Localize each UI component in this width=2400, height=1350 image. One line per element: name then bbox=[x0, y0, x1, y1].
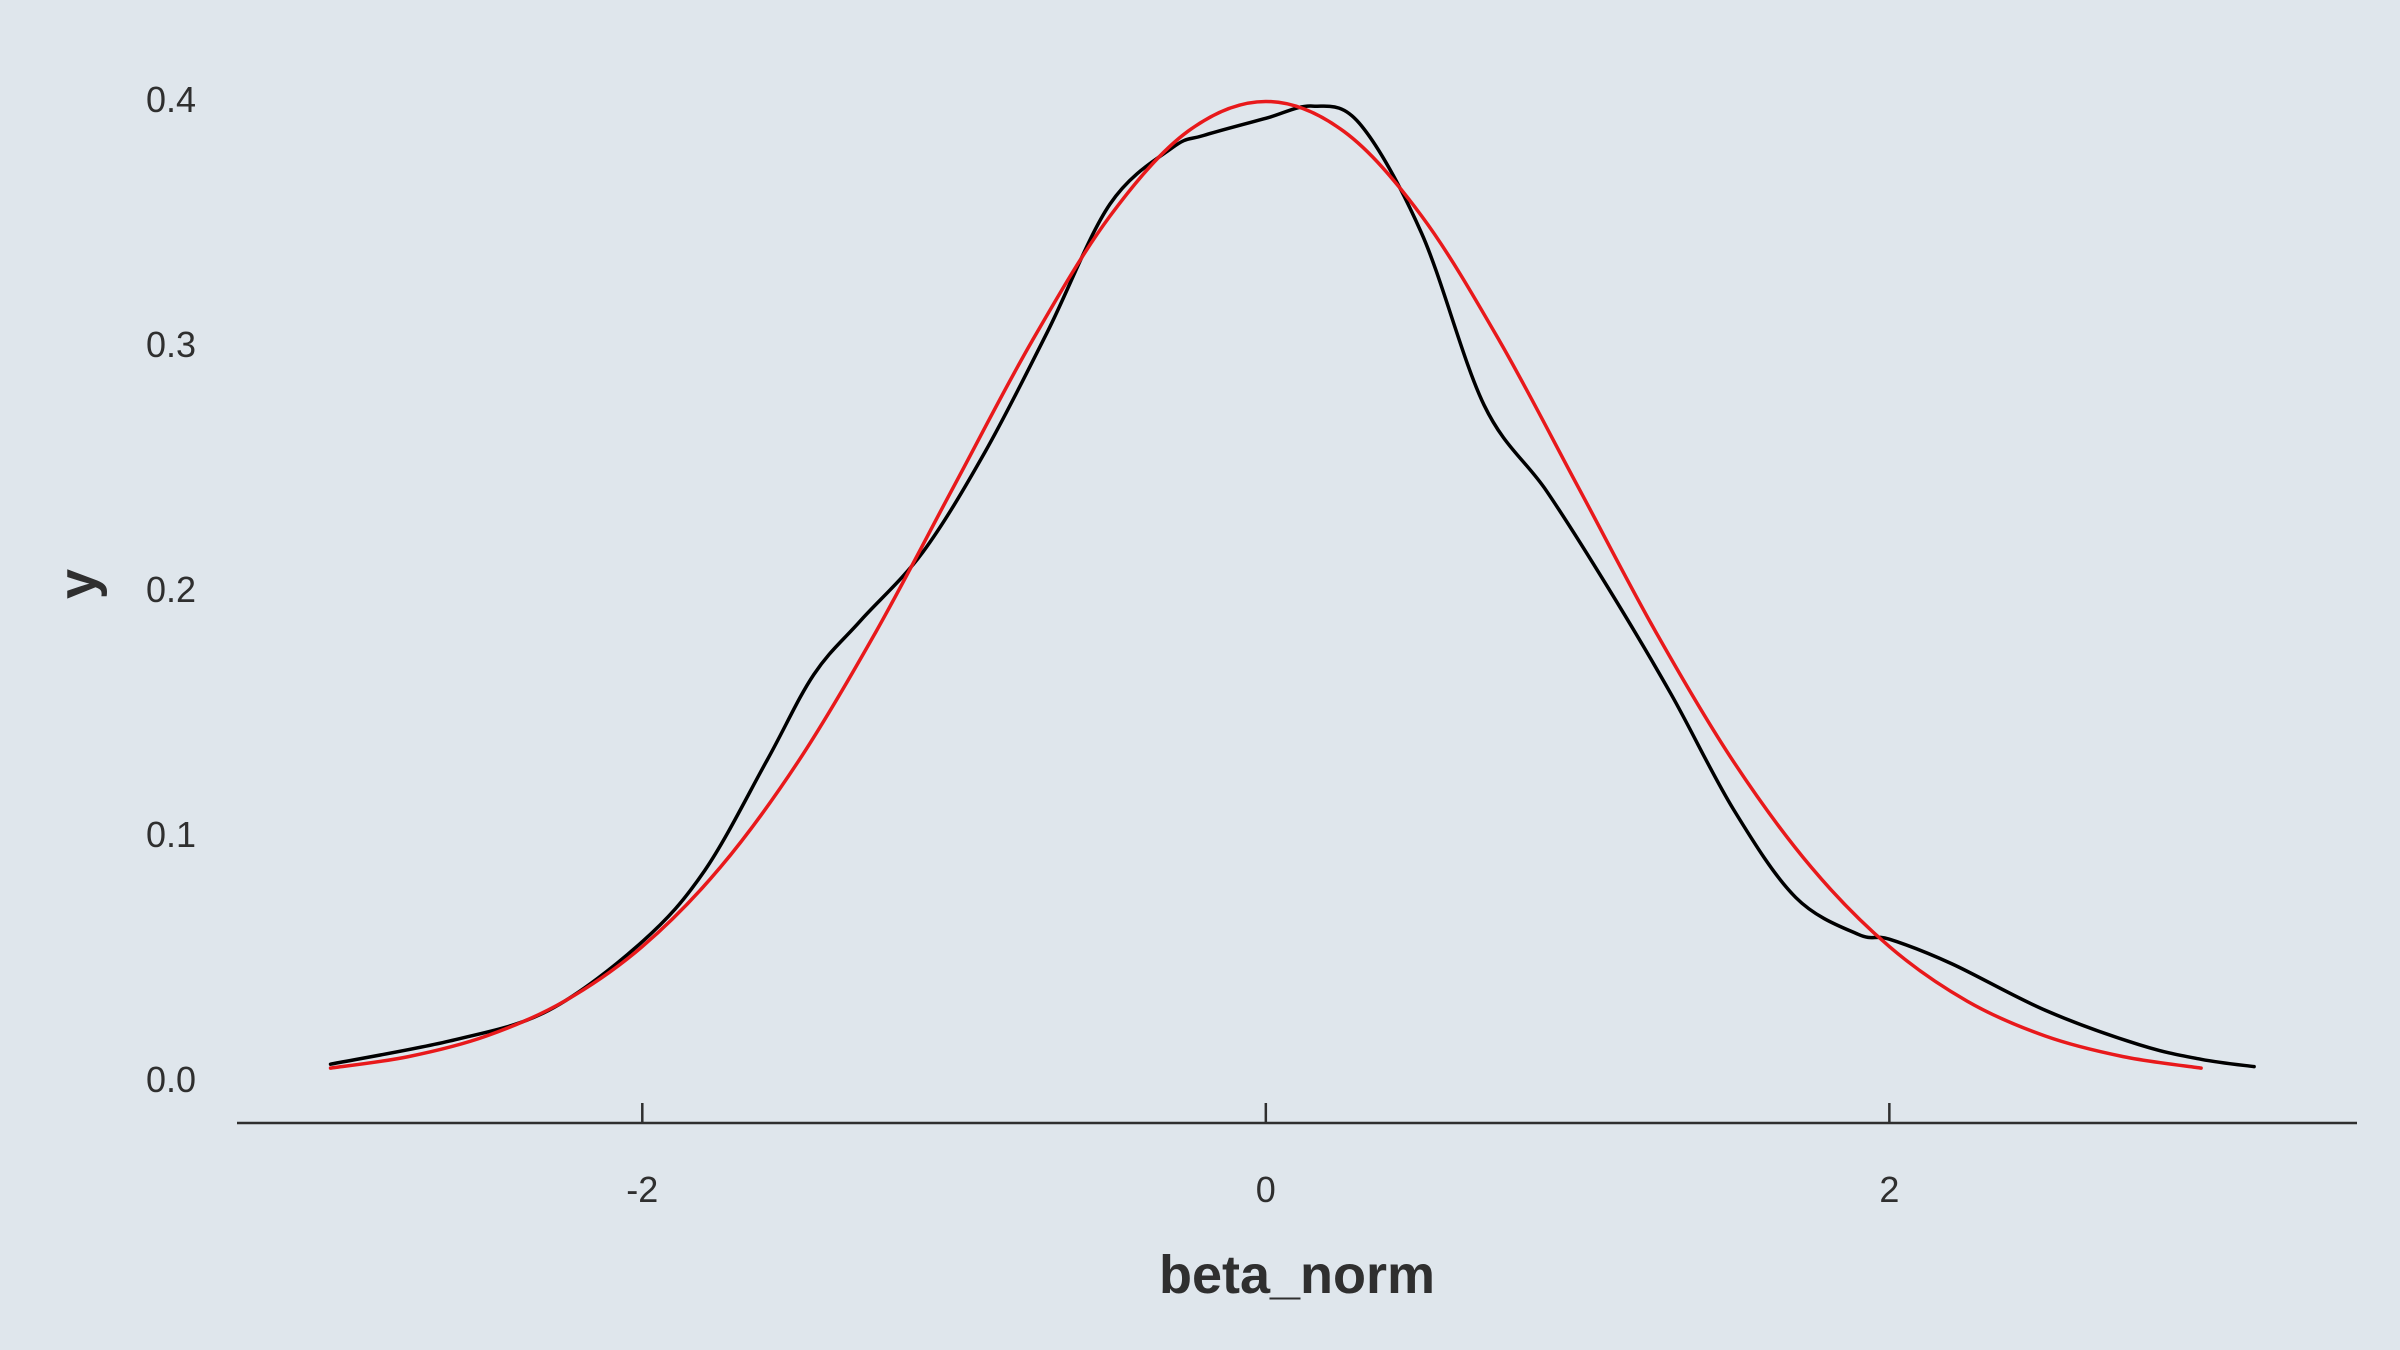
y-tick-label: 0.0 bbox=[146, 1059, 196, 1100]
y-tick-label: 0.1 bbox=[146, 814, 196, 855]
y-tick-label: 0.4 bbox=[146, 79, 196, 120]
x-tick-label: -2 bbox=[626, 1169, 658, 1210]
series-layer bbox=[328, 99, 2256, 1070]
y-axis-ticks: 0.0 0.1 0.2 0.3 0.4 bbox=[146, 79, 196, 1100]
y-tick-label: 0.2 bbox=[146, 569, 196, 610]
density-curve-normal bbox=[328, 99, 2203, 1070]
x-tick-label: 0 bbox=[1256, 1169, 1276, 1210]
y-axis-title: y bbox=[48, 569, 108, 599]
y-tick-label: 0.3 bbox=[146, 324, 196, 365]
x-axis-ticks: -2 0 2 bbox=[626, 1103, 1899, 1210]
x-axis-title: beta_norm bbox=[1159, 1245, 1435, 1305]
x-tick-label: 2 bbox=[1879, 1169, 1899, 1210]
density-curve-empirical bbox=[328, 104, 2256, 1069]
